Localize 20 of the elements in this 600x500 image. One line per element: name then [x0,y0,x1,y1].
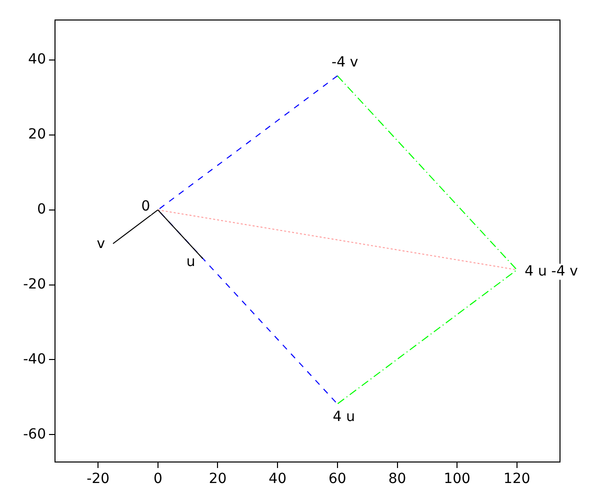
x-tick-label: 40 [268,471,286,488]
annotation: u [186,254,196,270]
annotation: v [96,236,106,252]
y-tick-label: 40 [28,52,46,68]
x-tick-label: 120 [504,471,530,488]
y-tick-label: 20 [28,126,46,143]
annotation: -4 v [332,54,358,70]
x-tick-label: 0 [153,471,162,488]
x-tick-label: 100 [444,471,470,488]
y-tick-label: -20 [23,276,46,292]
y-tick-label: -40 [23,351,46,368]
annotation: 4 u [332,408,355,425]
y-tick-label: -60 [23,426,46,442]
x-tick-label: -20 [86,471,110,488]
annotation: 4 u -4 v [524,263,578,280]
annotation: 0 [141,198,150,214]
x-tick-label: 20 [208,471,227,488]
x-tick-label: 80 [388,471,406,488]
x-tick-label: 60 [328,471,346,488]
y-tick-label: 0 [37,202,46,218]
